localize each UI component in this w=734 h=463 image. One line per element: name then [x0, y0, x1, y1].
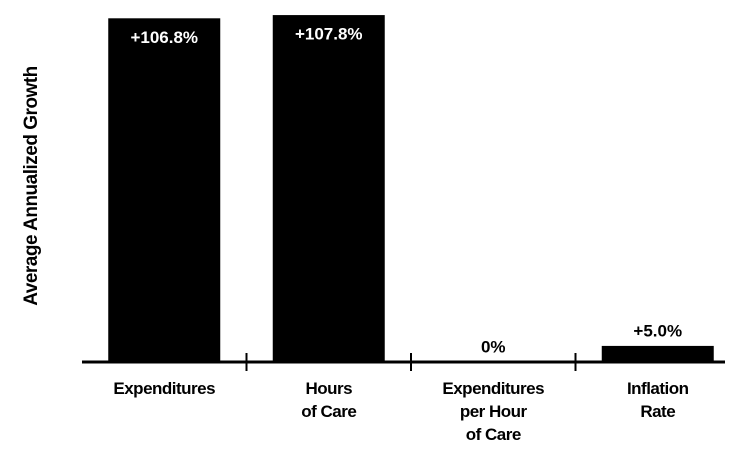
y-axis-label: Average Annualized Growth — [21, 66, 42, 305]
x-tick-label-line: Expenditures — [113, 379, 215, 398]
x-tick-label-line: per Hour — [460, 402, 528, 421]
bar — [108, 18, 221, 362]
x-tick-label-line: of Care — [466, 425, 521, 444]
value-label: 0% — [481, 337, 506, 356]
x-tick-label-line: Rate — [640, 402, 675, 421]
x-tick-label-line: Inflation — [627, 379, 689, 398]
bar — [272, 15, 385, 363]
x-tick-label: Inflation Rate — [627, 379, 689, 421]
x-tick-label: Expenditures per Hour of Care — [442, 379, 544, 444]
x-tick-label-line: Hours — [305, 379, 352, 398]
value-label: +106.8% — [130, 28, 198, 47]
x-tick-label: Expenditures — [113, 379, 215, 398]
x-tick-label-line: of Care — [301, 402, 356, 421]
x-tick-label-line: Expenditures — [442, 379, 544, 398]
x-tick-label: Hours of Care — [301, 379, 356, 421]
bar — [601, 345, 714, 362]
value-label: +107.8% — [295, 25, 363, 44]
value-label: +5.0% — [633, 321, 682, 340]
